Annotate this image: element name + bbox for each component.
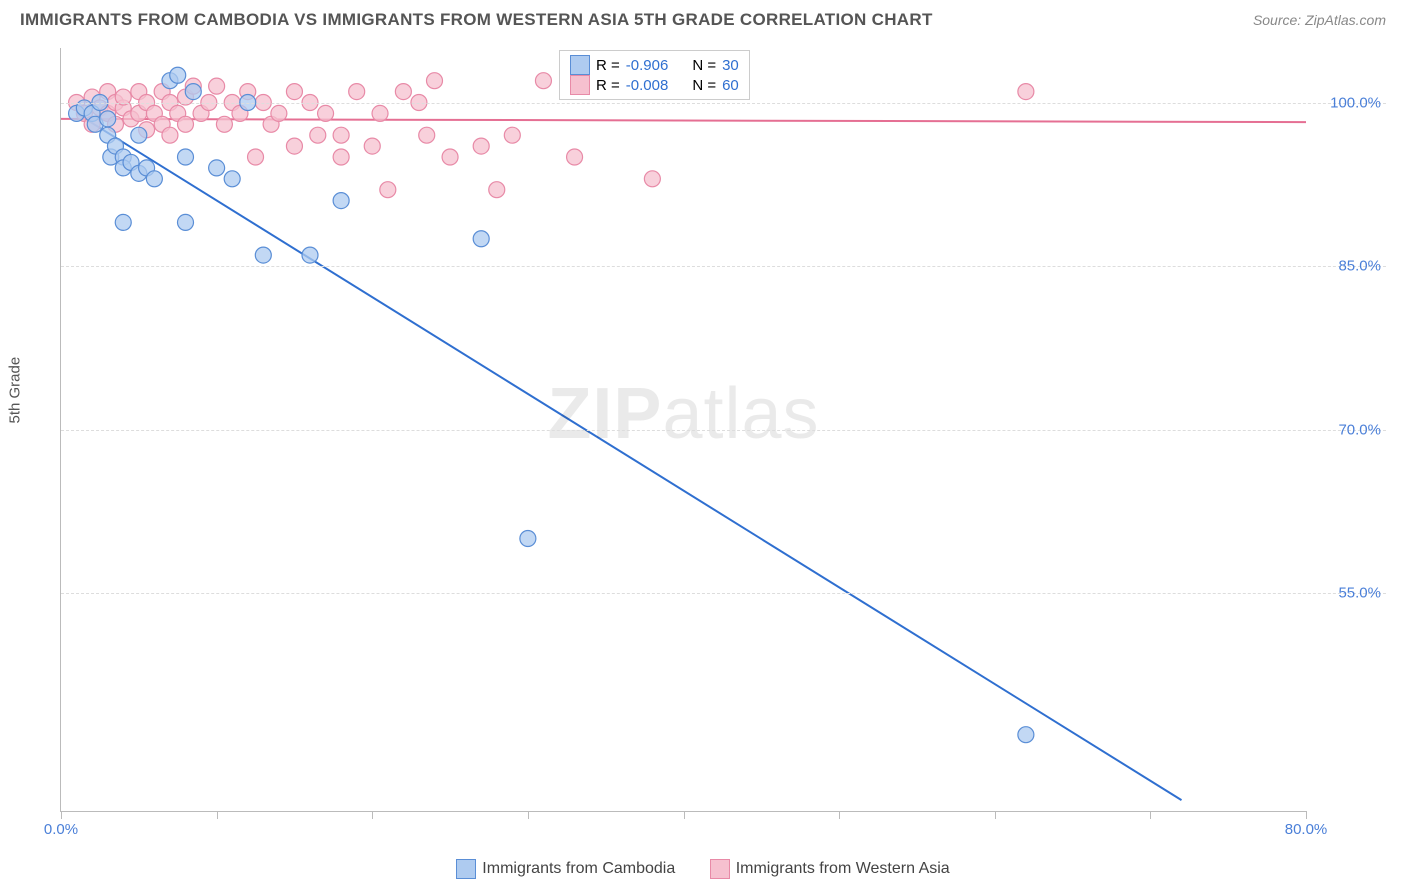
point-western_asia (567, 149, 583, 165)
legend-item-western-asia: Immigrants from Western Asia (710, 859, 950, 879)
point-cambodia (115, 214, 131, 230)
legend-label-western-asia: Immigrants from Western Asia (736, 860, 950, 878)
r-value-cambodia: -0.906 (626, 57, 669, 74)
point-cambodia (255, 247, 271, 263)
point-western_asia (442, 149, 458, 165)
point-western_asia (248, 149, 264, 165)
point-western_asia (209, 78, 225, 94)
point-western_asia (395, 84, 411, 100)
swatch-cambodia (456, 859, 476, 879)
point-western_asia (535, 73, 551, 89)
source-label: Source: ZipAtlas.com (1253, 12, 1386, 28)
swatch-cambodia (570, 55, 590, 75)
bottom-legend: Immigrants from Cambodia Immigrants from… (0, 859, 1406, 884)
chart-area: 5th Grade R = -0.906 N = 30 R = -0.008 N… (20, 48, 1386, 842)
stats-row-cambodia: R = -0.906 N = 30 (570, 55, 739, 75)
point-western_asia (349, 84, 365, 100)
point-western_asia (419, 127, 435, 143)
point-western_asia (364, 138, 380, 154)
n-label: N = (692, 57, 716, 74)
point-cambodia (224, 171, 240, 187)
swatch-western-asia (710, 859, 730, 879)
plot-region: R = -0.906 N = 30 R = -0.008 N = 60 ZIPa… (60, 48, 1306, 812)
point-cambodia (209, 160, 225, 176)
point-cambodia (170, 67, 186, 83)
point-western_asia (489, 182, 505, 198)
point-cambodia (131, 127, 147, 143)
chart-title: IMMIGRANTS FROM CAMBODIA VS IMMIGRANTS F… (20, 10, 933, 30)
point-western_asia (427, 73, 443, 89)
point-cambodia (146, 171, 162, 187)
point-western_asia (318, 105, 334, 121)
legend-item-cambodia: Immigrants from Cambodia (456, 859, 675, 879)
legend-label-cambodia: Immigrants from Cambodia (482, 860, 675, 878)
stats-row-western-asia: R = -0.008 N = 60 (570, 75, 739, 95)
point-western_asia (216, 116, 232, 132)
trend-line-cambodia (77, 113, 1182, 800)
x-tick-label: 0.0% (44, 821, 78, 838)
point-western_asia (310, 127, 326, 143)
point-western_asia (380, 182, 396, 198)
r-label: R = (596, 77, 620, 94)
point-western_asia (372, 105, 388, 121)
point-cambodia (520, 531, 536, 547)
point-western_asia (333, 127, 349, 143)
y-tick-label: 55.0% (1338, 585, 1381, 602)
y-tick-label: 70.0% (1338, 421, 1381, 438)
y-tick-label: 85.0% (1338, 258, 1381, 275)
x-tick-label: 80.0% (1285, 821, 1328, 838)
y-tick-label: 100.0% (1330, 94, 1381, 111)
point-western_asia (473, 138, 489, 154)
point-western_asia (644, 171, 660, 187)
point-western_asia (178, 116, 194, 132)
n-value-western-asia: 60 (722, 77, 739, 94)
n-label: N = (692, 77, 716, 94)
point-cambodia (178, 214, 194, 230)
point-cambodia (473, 231, 489, 247)
point-cambodia (1018, 727, 1034, 743)
point-western_asia (162, 127, 178, 143)
point-western_asia (333, 149, 349, 165)
n-value-cambodia: 30 (722, 57, 739, 74)
point-western_asia (1018, 84, 1034, 100)
point-cambodia (178, 149, 194, 165)
point-western_asia (286, 138, 302, 154)
point-cambodia (302, 247, 318, 263)
r-label: R = (596, 57, 620, 74)
point-cambodia (185, 84, 201, 100)
point-western_asia (504, 127, 520, 143)
point-western_asia (271, 105, 287, 121)
y-axis-label: 5th Grade (7, 357, 24, 424)
stats-legend: R = -0.906 N = 30 R = -0.008 N = 60 (559, 50, 750, 100)
r-value-western-asia: -0.008 (626, 77, 669, 94)
point-cambodia (100, 111, 116, 127)
swatch-western-asia (570, 75, 590, 95)
point-western_asia (286, 84, 302, 100)
point-cambodia (333, 193, 349, 209)
trend-line-western_asia (61, 119, 1306, 122)
